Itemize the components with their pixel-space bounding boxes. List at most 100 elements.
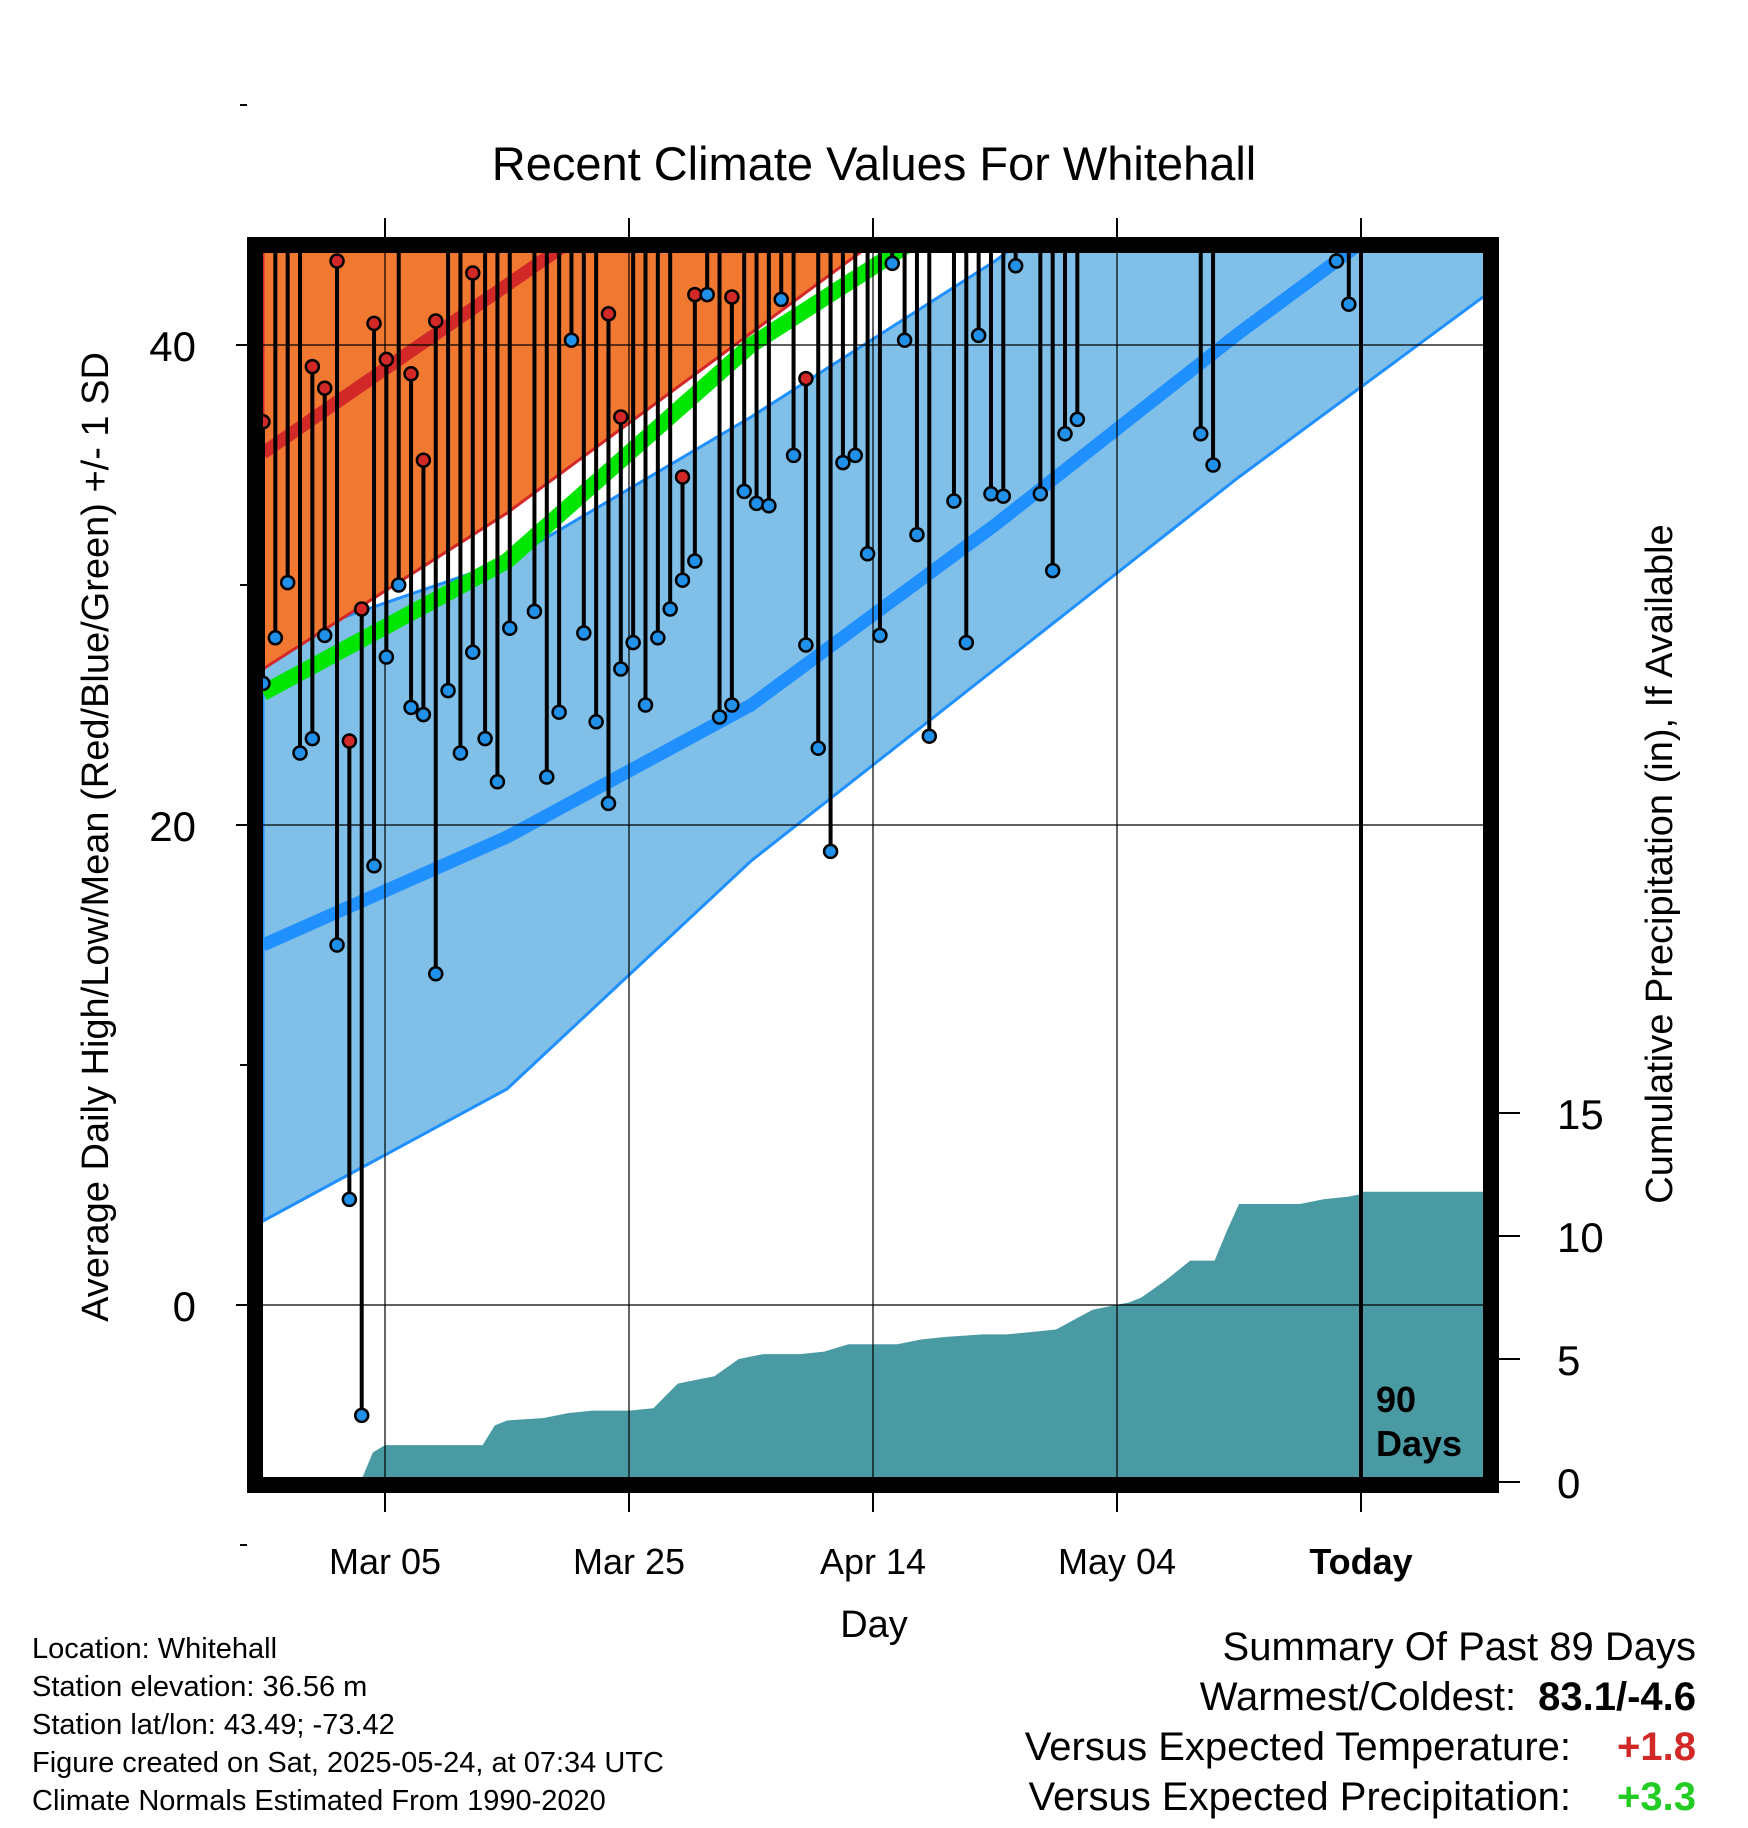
daily-high-point [341, 733, 358, 749]
daily-low-point [859, 546, 876, 562]
daily-low-point [810, 740, 826, 756]
daily-low-point [304, 730, 321, 747]
daily-low-point [1182, 195, 1195, 208]
daily-high-point [304, 358, 321, 375]
plot-frame [247, 237, 1499, 1493]
daily-low-point [736, 483, 752, 500]
low-normal-line [263, 253, 1359, 951]
elevation-text: Station elevation: 36.56 m [32, 1671, 368, 1703]
summary-precip-row: Versus Expected Precipitation: +3.3 [1025, 1772, 1697, 1822]
daily-low-point [946, 493, 962, 509]
daily-high-point [294, 207, 307, 220]
daily-low-point [1231, 115, 1244, 128]
daily-low-point [263, 675, 271, 692]
daily-low-point [847, 447, 864, 464]
daily-high-point [664, 7, 677, 20]
daily-low-point [662, 601, 678, 617]
daily-high-point [353, 601, 370, 617]
daily-low-point [563, 332, 580, 348]
daily-low-point [724, 697, 740, 713]
y-axis-label: Average Daily High/Low/Mean (Red/Blue/Gr… [75, 352, 117, 1322]
daily-low-point [884, 255, 901, 272]
precip-area [362, 1191, 1483, 1477]
daily-high-point [427, 313, 444, 329]
latlon-text: Station lat/lon: 43.49; -73.42 [32, 1709, 395, 1741]
daily-low-point [316, 627, 333, 644]
daily-low-point [1318, 195, 1331, 208]
warm-cold-label: Warmest/Coldest: [1199, 1675, 1517, 1719]
daily-low-point [1145, 84, 1158, 97]
daily-low-point [872, 627, 888, 644]
daily-low-point [1069, 411, 1086, 428]
daily-low-point [1057, 426, 1073, 442]
daily-high-point [316, 380, 333, 396]
warm-cold-value: 83.1/-4.6 [1538, 1675, 1696, 1719]
daily-low-point [1341, 296, 1357, 312]
daily-low-point [773, 291, 789, 308]
daily-low-point [366, 858, 382, 874]
daily-low-point [711, 709, 728, 725]
created-text: Figure created on Sat, 2025-05-24, at 07… [32, 1747, 664, 1779]
daily-low-point [995, 488, 1012, 504]
daily-low-point [1096, 65, 1109, 78]
daily-low-point [1219, 207, 1232, 220]
daily-low-point [1293, 183, 1306, 196]
daily-low-point [539, 769, 555, 785]
daily-high-point [392, 125, 405, 138]
daily-high-point [824, 103, 837, 116]
plot-inner [263, 0, 1483, 1477]
summary-temp-row: Versus Expected Temperature: +1.8 [1025, 1722, 1696, 1772]
daily-low-point [403, 699, 419, 716]
daily-low-point [958, 634, 975, 651]
y-tick-label: 20 [149, 803, 196, 850]
daily-low-point [650, 630, 666, 646]
daily-high-point [1293, 0, 1306, 11]
daily-high-point [1330, 3, 1343, 16]
daily-low-point [1108, 67, 1121, 80]
summary-heading: Summary Of Past 89 Days [1222, 1625, 1696, 1669]
daily-high-point [540, 17, 553, 30]
today-marker-days-label: Days [1376, 1423, 1462, 1464]
y-tick-label: 0 [173, 1283, 196, 1330]
daily-high-point [403, 366, 419, 382]
x-tick-label: Mar 05 [329, 1541, 441, 1582]
y2-tick-label: 0 [1557, 1460, 1580, 1507]
daily-low-point [440, 682, 456, 699]
today-marker-days: 90 [1376, 1379, 1416, 1420]
daily-low-point [687, 553, 703, 569]
daily-low-point [835, 454, 851, 471]
daily-low-point [576, 625, 592, 641]
daily-low-point [390, 577, 407, 593]
daily-high-point [1034, 65, 1047, 78]
temp-label: Versus Expected Temperature: [1024, 1725, 1572, 1769]
daily-low-point [415, 706, 432, 723]
daily-low-point [785, 447, 802, 464]
daily-low-point [935, 17, 948, 30]
y2-tick-label: 5 [1557, 1337, 1580, 1384]
daily-low-point [1305, 214, 1318, 227]
y2-tick-label: 15 [1557, 1091, 1604, 1138]
daily-high-point [687, 286, 703, 303]
daily-low-point [613, 661, 629, 677]
daily-high-point [724, 289, 740, 305]
daily-low-point [551, 704, 567, 720]
daily-low-point [600, 795, 617, 812]
daily-high-point [798, 370, 814, 387]
y2-axis-label: Cumulative Precipitation (in), If Availa… [1639, 524, 1681, 1203]
daily-low-point [477, 730, 493, 747]
daily-low-point [822, 843, 839, 860]
daily-low-point [625, 634, 641, 651]
daily-low-point [279, 574, 296, 591]
daily-low-point [465, 644, 481, 660]
station-info: Location: Whitehall Station elevation: 3… [32, 1630, 664, 1820]
daily-low-point [292, 745, 308, 761]
daily-low-point [1170, 202, 1183, 215]
daily-high-point [415, 452, 432, 468]
daily-high-point [812, 216, 825, 229]
daily-low-point [341, 1191, 358, 1208]
daily-low-point [1192, 426, 1209, 442]
daily-high-point [651, 113, 664, 126]
daily-low-point [1021, 190, 1034, 203]
daily-low-point [761, 498, 777, 514]
